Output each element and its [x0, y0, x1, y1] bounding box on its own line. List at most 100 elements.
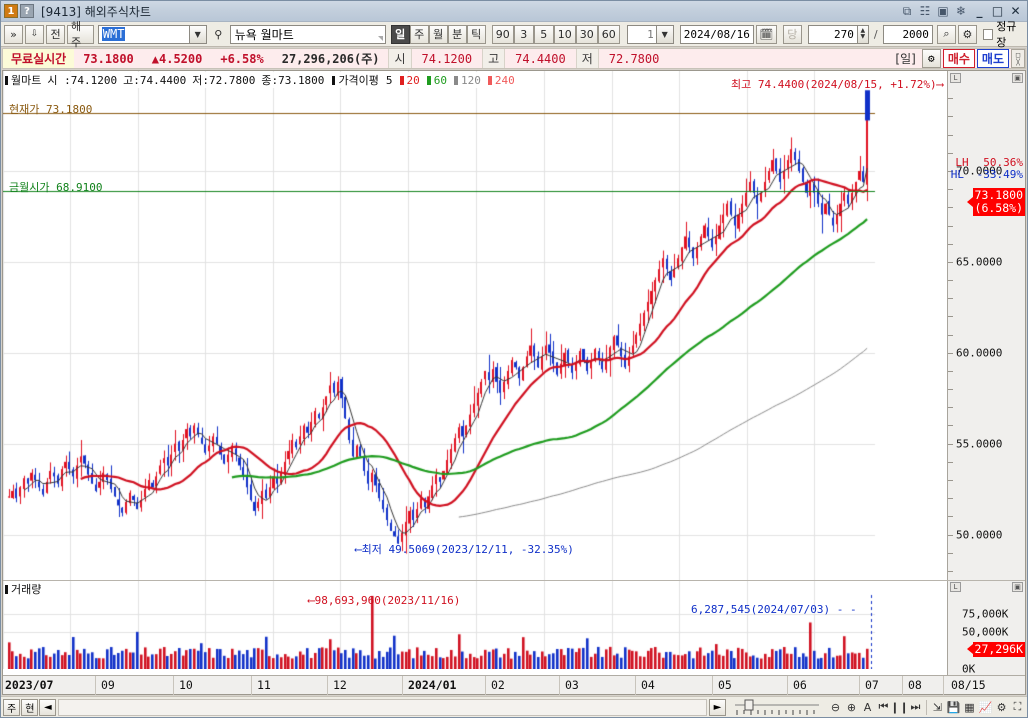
date-axis-separator — [402, 676, 403, 695]
price-legend: 월마트 시 :74.1200 고:74.4400 저:72.7800 종:73.… — [5, 72, 515, 88]
volume-axis-lock-icon[interactable]: L — [950, 582, 961, 592]
ma-5: 5 — [386, 74, 393, 87]
gear-icon[interactable]: ⚙ — [921, 49, 941, 68]
chevron-down-icon[interactable]: ▼ — [656, 24, 674, 44]
price-axis-tick — [948, 316, 953, 318]
ma-60-swatch — [426, 75, 431, 85]
chart-icon[interactable]: 📈 — [978, 700, 993, 714]
date-axis-separator — [485, 676, 486, 695]
current-button[interactable]: 현 — [21, 698, 39, 716]
save-icon[interactable]: 💾 — [946, 700, 961, 714]
dang-button[interactable]: 당 — [782, 24, 802, 44]
regular-session-checkbox[interactable]: 정규장 — [982, 18, 1024, 50]
total-bars-input[interactable]: 2000 — [882, 24, 933, 44]
minute-60[interactable]: 60 — [597, 24, 620, 44]
minute-30[interactable]: 30 — [575, 24, 598, 44]
quantity-stepper[interactable]: ▲ ▼ — [857, 24, 869, 44]
zoom-slider[interactable] — [731, 699, 823, 716]
date-input[interactable]: 2024/08/16 — [679, 24, 754, 44]
price-axis-tick — [948, 98, 953, 100]
axis-lock-icon[interactable]: L — [950, 73, 961, 83]
week-button[interactable]: 주 — [3, 698, 21, 716]
zoom-out-icon[interactable]: ⊖ — [830, 700, 841, 714]
volume-mid-annotation: 6,287,545(2024/07/03) - - — [691, 603, 857, 616]
minute-3[interactable]: 3 — [513, 24, 534, 44]
maximize-button[interactable]: □ — [991, 4, 1004, 18]
close-button[interactable]: ✕ — [1010, 4, 1021, 18]
period-group: 일 주 월 분 틱 — [390, 24, 486, 44]
buy-button[interactable]: 매수 — [942, 49, 975, 68]
zoom-in-icon[interactable]: ⌕ — [936, 24, 956, 44]
export-icon[interactable]: ⇲ — [932, 700, 943, 714]
window-number-badge: 1 — [4, 4, 18, 18]
symbol-name-field[interactable]: 뉴욕 월마트 — [229, 24, 386, 44]
sell-button[interactable]: 매도 — [976, 49, 1009, 68]
interval-count-input[interactable]: 1 — [626, 24, 657, 44]
period-tab-week[interactable]: 주 — [409, 24, 429, 44]
ma-5-label: 5 — [385, 73, 393, 87]
price-axis-tick — [948, 534, 953, 536]
high-price: 74.4400 — [515, 51, 566, 66]
zoom-in-icon[interactable]: ⊕ — [846, 700, 857, 714]
horizontal-scrollbar[interactable] — [58, 698, 707, 716]
nav-forward-button[interactable]: » — [4, 24, 23, 44]
symbol-code-input[interactable]: WMT — [97, 24, 190, 44]
volume-chart-canvas[interactable] — [3, 581, 953, 669]
prev-button[interactable]: 전 — [46, 24, 65, 44]
volume-axis[interactable]: L ▣ 75,000K 50,000K 0K — [947, 581, 1025, 676]
chart-area: 월마트 시 :74.1200 고:74.4400 저:72.7800 종:73.… — [2, 70, 1026, 695]
overseas-button[interactable]: 해주 — [67, 20, 94, 49]
gear-icon[interactable]: ⚙ — [996, 700, 1007, 714]
price-axis[interactable]: L ▣ 70.0000 65.0000 60.0000 55.0000 50.0000 — [947, 71, 1025, 580]
ma-20-swatch — [399, 75, 404, 85]
camera-icon[interactable]: ▣ — [937, 4, 949, 18]
price-axis-tick — [948, 552, 953, 554]
price-change: ▲4.5200 — [151, 51, 203, 66]
minute-5[interactable]: 5 — [533, 24, 554, 44]
chevron-down-icon[interactable]: ▼ — [189, 24, 207, 44]
ma-240-swatch — [487, 75, 492, 85]
price-pane[interactable]: 월마트 시 :74.1200 고:74.4400 저:72.7800 종:73.… — [3, 71, 1025, 580]
date-axis-label: 12 — [333, 678, 347, 692]
restore-icon[interactable]: ⧉ — [902, 3, 912, 18]
snowflake-icon[interactable]: ❄ — [955, 4, 967, 18]
search-icon[interactable]: ⚲ — [214, 27, 223, 41]
date-axis-separator — [635, 676, 636, 695]
price-chart-canvas[interactable] — [3, 71, 953, 580]
axis-expand-icon[interactable]: ▣ — [1012, 73, 1023, 83]
minute-90[interactable]: 90 — [491, 24, 514, 44]
volume-pane[interactable]: 거래량 ⟵98,693,960(2023/11/16) 6,287,545(20… — [3, 580, 1025, 676]
volume-axis-expand-icon[interactable]: ▣ — [1012, 582, 1023, 592]
volume-legend: 거래량 — [5, 581, 42, 597]
cascade-icon[interactable]: ☷ — [919, 4, 931, 18]
price-axis-label: 70.0000 — [956, 164, 1003, 178]
bars-count-input[interactable]: 270 — [807, 24, 858, 44]
lh-stat: LH 50.36% — [955, 157, 1023, 169]
nav-down-button[interactable]: ⇩ — [25, 24, 44, 44]
fullscreen-icon[interactable]: ⛶ — [1013, 700, 1022, 713]
legend-open: 시 :74.1200 — [47, 74, 118, 87]
scroll-left-button[interactable]: ◄ — [39, 698, 57, 716]
gear-icon[interactable]: ⚙ — [957, 24, 977, 44]
date-axis[interactable]: 2023/07 09 10 11 12 2024/01 02 03 04 05 06 07 08 08/1… — [3, 675, 1025, 695]
date-axis-label: 10 — [179, 678, 193, 692]
period-tab-day[interactable]: 일 — [390, 24, 410, 44]
minimize-panel-icon[interactable]: □ ╳ — [1011, 49, 1025, 68]
ma-60-label: 60 — [433, 73, 448, 87]
date-axis-label: 06 — [793, 678, 807, 692]
period-tab-month[interactable]: 월 — [428, 24, 448, 44]
period-tab-minute[interactable]: 분 — [447, 24, 467, 44]
table-icon[interactable]: ▦ — [964, 700, 975, 714]
pause-icon[interactable]: ❙❙ — [890, 700, 909, 714]
calendar-icon[interactable]: 🗓 — [755, 24, 777, 44]
minute-10[interactable]: 10 — [553, 24, 576, 44]
help-badge[interactable]: ? — [20, 4, 34, 18]
text-icon[interactable]: A — [863, 700, 872, 714]
price-axis-tick — [948, 116, 953, 118]
step-first-icon[interactable]: ⏮ — [878, 700, 889, 713]
minimize-button[interactable]: _ — [976, 4, 983, 18]
scroll-right-button[interactable]: ► — [709, 698, 726, 716]
period-tab-tick[interactable]: 틱 — [466, 24, 486, 44]
step-last-icon[interactable]: ⏭ — [910, 700, 921, 713]
